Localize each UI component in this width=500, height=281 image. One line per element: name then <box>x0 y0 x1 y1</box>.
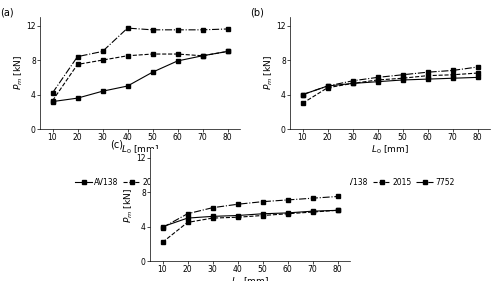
X-axis label: $L_0$ [mm]: $L_0$ [mm] <box>121 144 159 156</box>
7752 <box>234 203 240 206</box>
2015 <box>174 52 180 56</box>
2015 <box>474 71 480 75</box>
AV138 <box>224 50 230 53</box>
7752 <box>74 55 80 58</box>
7752 <box>124 26 130 30</box>
2015 <box>324 86 330 89</box>
2015 <box>334 209 340 212</box>
2015 <box>50 99 56 102</box>
7752 <box>210 206 216 209</box>
Text: (c): (c) <box>110 140 123 150</box>
7752 <box>400 73 406 76</box>
2015 <box>350 82 356 85</box>
2015 <box>300 102 306 105</box>
Text: (b): (b) <box>250 8 264 18</box>
Text: (a): (a) <box>0 8 14 18</box>
AV138 <box>424 78 430 81</box>
7752 <box>310 196 316 200</box>
2015 <box>374 78 380 82</box>
2015 <box>450 73 456 76</box>
AV138 <box>150 71 156 74</box>
Y-axis label: $P_m$ [kN]: $P_m$ [kN] <box>12 56 25 90</box>
2015 <box>150 52 156 56</box>
AV138 <box>450 76 456 80</box>
7752 <box>300 93 306 96</box>
Line: AV138: AV138 <box>51 50 229 103</box>
Legend: AV138, 2015, 7752: AV138, 2015, 7752 <box>76 178 204 187</box>
Line: 7752: 7752 <box>161 195 339 229</box>
Line: 2015: 2015 <box>51 50 229 103</box>
7752 <box>424 71 430 74</box>
AV138 <box>160 225 166 228</box>
2015 <box>124 54 130 57</box>
2015 <box>234 216 240 219</box>
X-axis label: $L_0$ [mm]: $L_0$ [mm] <box>371 144 409 156</box>
AV138 <box>374 80 380 83</box>
Line: 2015: 2015 <box>161 209 339 244</box>
AV138 <box>474 76 480 79</box>
Legend: AV138, 2015, 7752: AV138, 2015, 7752 <box>326 178 454 187</box>
AV138 <box>200 54 205 57</box>
2015 <box>284 212 290 216</box>
Line: AV138: AV138 <box>301 76 479 96</box>
7752 <box>160 226 166 229</box>
7752 <box>150 28 156 31</box>
7752 <box>260 200 266 203</box>
Line: 7752: 7752 <box>301 65 479 96</box>
AV138 <box>260 212 266 216</box>
2015 <box>424 74 430 77</box>
AV138 <box>50 100 56 103</box>
2015 <box>184 221 190 224</box>
AV138 <box>310 210 316 213</box>
AV138 <box>324 84 330 88</box>
2015 <box>100 58 105 62</box>
7752 <box>200 28 205 31</box>
AV138 <box>350 82 356 85</box>
AV138 <box>174 59 180 63</box>
2015 <box>210 216 216 220</box>
7752 <box>450 69 456 72</box>
AV138 <box>100 90 105 93</box>
Y-axis label: $P_m$ [kN]: $P_m$ [kN] <box>262 56 275 90</box>
AV138 <box>74 96 80 100</box>
7752 <box>174 28 180 31</box>
Line: 2015: 2015 <box>301 71 479 105</box>
2015 <box>400 76 406 80</box>
7752 <box>224 27 230 31</box>
7752 <box>50 91 56 95</box>
7752 <box>324 84 330 88</box>
AV138 <box>400 78 406 82</box>
7752 <box>374 76 380 79</box>
2015 <box>224 50 230 53</box>
2015 <box>74 63 80 66</box>
2015 <box>200 54 205 57</box>
2015 <box>260 214 266 217</box>
AV138 <box>300 93 306 96</box>
2015 <box>160 241 166 244</box>
7752 <box>474 65 480 69</box>
AV138 <box>284 211 290 215</box>
Line: 7752: 7752 <box>51 26 229 95</box>
X-axis label: $L_0$ [mm]: $L_0$ [mm] <box>231 276 269 281</box>
AV138 <box>210 215 216 218</box>
7752 <box>350 79 356 83</box>
7752 <box>284 198 290 202</box>
AV138 <box>334 209 340 212</box>
7752 <box>184 212 190 216</box>
AV138 <box>234 214 240 217</box>
Y-axis label: $P_m$ [kN]: $P_m$ [kN] <box>122 188 135 223</box>
AV138 <box>184 216 190 220</box>
7752 <box>334 195 340 198</box>
Line: AV138: AV138 <box>161 209 339 228</box>
AV138 <box>124 84 130 88</box>
2015 <box>310 210 316 214</box>
7752 <box>100 50 105 53</box>
